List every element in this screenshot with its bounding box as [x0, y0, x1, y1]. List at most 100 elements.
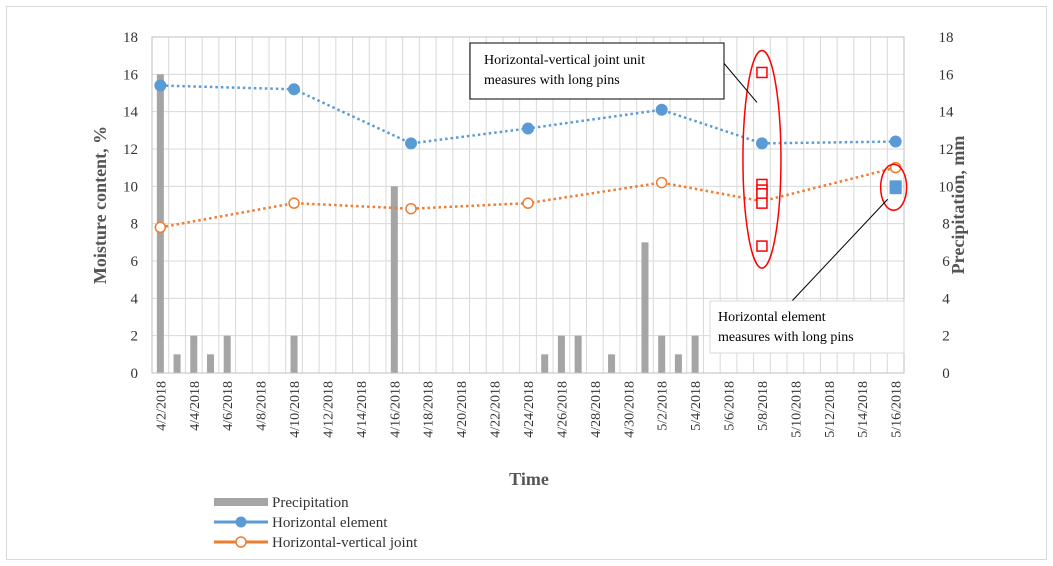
annotation-box [709, 300, 905, 354]
annotation-ellipse [742, 49, 782, 269]
data-point [522, 197, 534, 209]
annotation-text: measures with long pins [718, 330, 854, 345]
left-tick-label: 10 [123, 179, 138, 195]
data-point [889, 182, 902, 195]
right-axis-ticks: 0 2 4 6 8 10 12 14 16 18 [939, 30, 955, 382]
x-tick-label: 5/8/2018 [756, 381, 771, 431]
data-point [288, 83, 301, 96]
data-point [154, 79, 167, 92]
data-point [655, 103, 668, 116]
data-point [756, 240, 768, 252]
annotation-ellipse [879, 163, 908, 212]
right-tick-label: 16 [939, 67, 955, 83]
right-tick-label: 6 [942, 254, 950, 270]
annotations: Horizontal-vertical joint unit measures w… [469, 42, 908, 354]
x-tick-label: 4/28/2018 [589, 381, 604, 438]
precipitation-bar [658, 335, 666, 373]
legend-marker [235, 516, 247, 528]
left-tick-label: 4 [131, 291, 139, 307]
x-tick-label: 4/24/2018 [522, 381, 537, 438]
legend-marker [235, 536, 247, 548]
left-tick-label: 16 [123, 67, 139, 83]
x-tick-label: 4/2/2018 [154, 381, 169, 431]
x-tick-label: 5/2/2018 [656, 381, 671, 431]
data-point [405, 137, 418, 150]
x-tick-label: 4/8/2018 [255, 381, 270, 431]
x-tick-label: 4/18/2018 [422, 381, 437, 438]
right-tick-label: 2 [942, 329, 950, 345]
precipitation-bar [608, 354, 616, 373]
data-point [889, 135, 902, 148]
precipitation-bar [390, 186, 398, 373]
legend-label: Horizontal element [272, 515, 388, 531]
legend-label: Horizontal-vertical joint [272, 535, 418, 551]
x-tick-label: 4/12/2018 [321, 381, 336, 438]
left-tick-label: 0 [131, 366, 139, 382]
right-tick-label: 14 [939, 105, 955, 121]
precipitation-bar [290, 335, 298, 373]
precipitation-bar [223, 335, 231, 373]
data-point [288, 197, 300, 209]
x-tick-label: 4/4/2018 [188, 381, 203, 431]
annotation-leader [791, 198, 889, 302]
precipitation-bar [674, 354, 682, 373]
right-tick-label: 0 [942, 366, 950, 382]
x-tick-label: 4/14/2018 [355, 381, 370, 438]
data-point [755, 137, 768, 150]
annotation-leader [721, 60, 758, 103]
precipitation-bar [206, 354, 214, 373]
right-tick-label: 8 [942, 217, 950, 233]
y-axis-title: Moisture content, % [90, 126, 110, 284]
x-tick-label: 5/10/2018 [789, 381, 804, 438]
legend-swatch [214, 498, 268, 506]
x-tick-label: 4/26/2018 [555, 381, 570, 438]
right-tick-label: 4 [942, 291, 950, 307]
x-tick-label: 4/10/2018 [288, 381, 303, 438]
x-tick-label: 5/6/2018 [723, 381, 738, 431]
data-point [154, 221, 167, 234]
annotation-text: Horizontal-vertical joint unit [484, 53, 645, 68]
precipitation-bar [190, 335, 198, 373]
left-tick-label: 12 [123, 142, 138, 158]
x-tick-label: 5/4/2018 [689, 381, 704, 431]
data-point [756, 197, 768, 209]
x-axis-title: Time [509, 469, 549, 489]
axis-titles: Moisture content, % Precipitation, mm Ti… [90, 126, 968, 489]
left-tick-label: 8 [131, 217, 139, 233]
x-tick-label: 4/22/2018 [489, 381, 504, 438]
left-tick-label: 14 [123, 105, 139, 121]
x-tick-label: 4/6/2018 [221, 381, 236, 431]
series-markers [154, 66, 902, 252]
left-tick-label: 18 [123, 30, 138, 46]
plot-border [151, 36, 905, 374]
annotation-text: Horizontal element [718, 310, 826, 325]
precipitation-bar [557, 335, 565, 373]
y2-axis-title: Precipitation, mm [948, 136, 968, 275]
precipitation-bar [641, 242, 649, 373]
legend: Precipitation Horizontal element Horizonta… [214, 495, 418, 551]
x-axis-ticks: 4/2/2018 4/4/2018 4/6/2018 4/8/2018 4/10/201… [154, 381, 904, 438]
precipitation-bar [574, 335, 582, 373]
x-tick-label: 5/14/2018 [856, 381, 871, 438]
right-tick-label: 18 [939, 30, 954, 46]
annotation-box [469, 42, 725, 100]
plot-area [151, 36, 905, 374]
data-point [655, 176, 668, 189]
data-point [522, 122, 534, 135]
data-point [756, 188, 768, 200]
data-point [756, 66, 768, 79]
x-tick-label: 5/16/2018 [890, 381, 905, 438]
x-tick-label: 4/16/2018 [388, 381, 403, 438]
right-tick-label: 12 [939, 142, 954, 158]
precipitation-bar [691, 335, 699, 373]
data-point [405, 202, 417, 215]
precipitation-bar [173, 354, 181, 373]
left-tick-label: 6 [131, 254, 139, 270]
right-tick-label: 10 [939, 179, 954, 195]
x-tick-label: 5/12/2018 [823, 381, 838, 438]
precipitation-bar [541, 354, 549, 373]
x-tick-label: 4/30/2018 [622, 381, 637, 438]
left-tick-label: 2 [131, 329, 139, 345]
x-tick-label: 4/20/2018 [455, 381, 470, 438]
